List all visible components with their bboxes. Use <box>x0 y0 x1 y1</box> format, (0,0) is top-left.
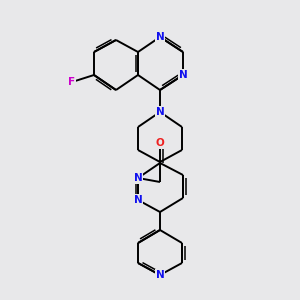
Text: N: N <box>134 195 142 205</box>
Text: O: O <box>156 138 164 148</box>
Text: N: N <box>156 107 164 117</box>
Text: N: N <box>134 173 142 183</box>
Text: N: N <box>178 70 188 80</box>
Text: N: N <box>156 270 164 280</box>
Text: N: N <box>156 32 164 42</box>
Text: F: F <box>68 77 76 87</box>
